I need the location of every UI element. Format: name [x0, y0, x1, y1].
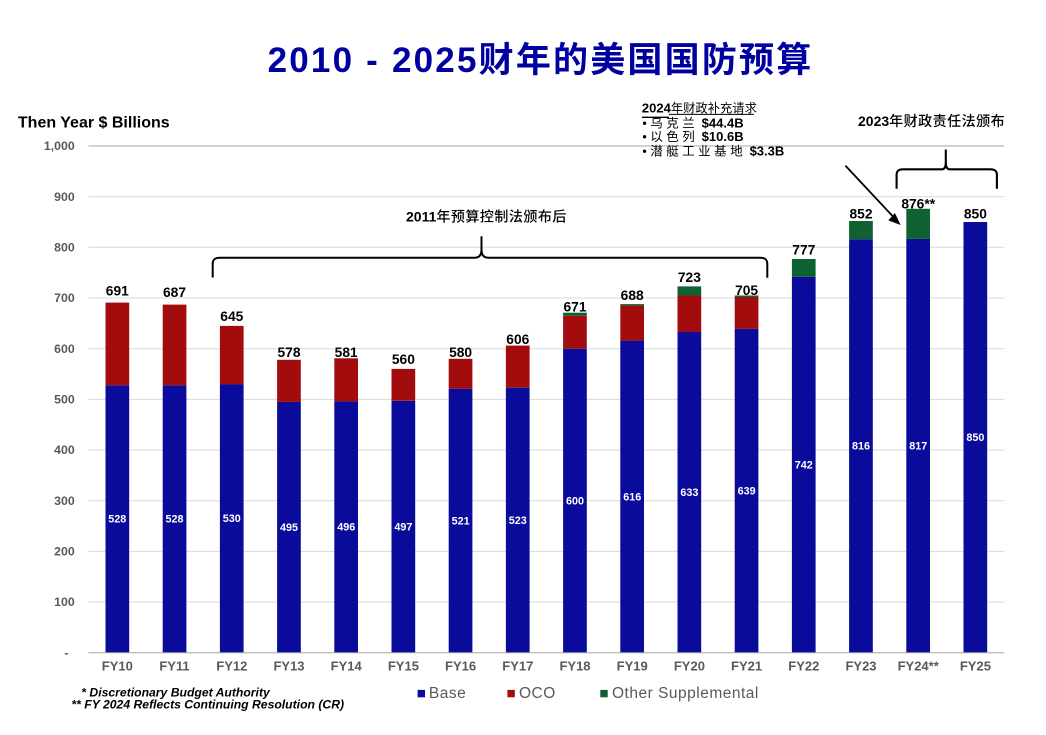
svg-text:742: 742	[795, 459, 813, 471]
svg-text:876**: 876**	[901, 196, 935, 211]
svg-text:FY21: FY21	[731, 659, 762, 674]
svg-text:580: 580	[449, 345, 472, 360]
svg-text:2011年预算控制法颁布后: 2011年预算控制法颁布后	[406, 209, 567, 225]
svg-text:639: 639	[738, 486, 756, 498]
svg-text:850: 850	[964, 206, 987, 221]
svg-text:777: 777	[792, 243, 815, 258]
svg-text:FY24**: FY24**	[898, 659, 940, 674]
svg-text:616: 616	[623, 491, 641, 503]
svg-text:FY20: FY20	[674, 659, 705, 674]
svg-text:691: 691	[106, 284, 129, 299]
svg-text:688: 688	[621, 288, 644, 303]
svg-text:100: 100	[54, 595, 75, 609]
svg-text:700: 700	[54, 291, 75, 305]
svg-text:OCO: OCO	[519, 685, 556, 702]
svg-text:Base: Base	[429, 685, 466, 702]
svg-text:497: 497	[394, 522, 412, 534]
svg-text:FY19: FY19	[617, 659, 648, 674]
svg-text:495: 495	[280, 522, 298, 534]
svg-text:FY25: FY25	[960, 659, 991, 674]
svg-text:606: 606	[506, 332, 529, 347]
svg-text:852: 852	[849, 207, 872, 222]
svg-text:• 潜 艇 工 业 基 地 $3.3B: • 潜 艇 工 业 基 地 $3.3B	[642, 143, 784, 158]
svg-text:523: 523	[509, 515, 527, 527]
svg-text:FY18: FY18	[559, 659, 590, 674]
svg-text:600: 600	[54, 342, 75, 356]
svg-text:FY23: FY23	[845, 659, 876, 674]
svg-text:687: 687	[163, 285, 186, 300]
svg-text:** FY 2024 Reflects Continuing: ** FY 2024 Reflects Continuing Resolutio…	[71, 697, 344, 711]
svg-text:FY14: FY14	[331, 659, 363, 674]
svg-text:633: 633	[680, 487, 698, 499]
svg-text:• 乌 克 兰 $44.4B: • 乌 克 兰 $44.4B	[642, 115, 743, 130]
svg-text:2023年财政责任法颁布: 2023年财政责任法颁布	[858, 113, 1005, 129]
svg-text:850: 850	[966, 432, 984, 444]
svg-text:FY16: FY16	[445, 659, 476, 674]
svg-text:FY12: FY12	[216, 659, 247, 674]
svg-text:200: 200	[54, 545, 75, 559]
svg-text:723: 723	[678, 270, 701, 285]
svg-text:2024年财政补充请求: 2024年财政补充请求	[642, 100, 757, 115]
svg-text:528: 528	[108, 514, 126, 526]
svg-text:FY11: FY11	[159, 659, 189, 674]
svg-text:FY13: FY13	[273, 659, 304, 674]
svg-text:300: 300	[54, 494, 75, 508]
svg-text:FY17: FY17	[502, 659, 533, 674]
svg-text:800: 800	[54, 241, 75, 255]
svg-text:900: 900	[54, 190, 75, 204]
svg-text:* Discretionary Budget Authori: * Discretionary Budget Authority	[81, 685, 271, 699]
svg-text:• 以 色 列 $10.6B: • 以 色 列 $10.6B	[642, 129, 743, 144]
svg-text:FY15: FY15	[388, 659, 419, 674]
svg-text:528: 528	[165, 514, 183, 526]
svg-text:-: -	[64, 646, 68, 660]
svg-text:2010 - 2025财年的美国国防预算: 2010 - 2025财年的美国国防预算	[268, 41, 814, 80]
svg-text:578: 578	[277, 345, 300, 360]
svg-text:817: 817	[909, 440, 927, 452]
svg-text:521: 521	[452, 515, 470, 527]
svg-text:Then Year $ Billions: Then Year $ Billions	[18, 114, 170, 131]
svg-text:816: 816	[852, 441, 870, 453]
svg-text:530: 530	[223, 513, 241, 525]
svg-text:560: 560	[392, 352, 415, 367]
svg-text:496: 496	[337, 522, 355, 534]
svg-text:581: 581	[335, 345, 358, 360]
svg-text:671: 671	[563, 300, 586, 315]
svg-text:645: 645	[220, 309, 243, 324]
svg-text:600: 600	[566, 495, 584, 507]
svg-text:400: 400	[54, 443, 75, 457]
svg-text:500: 500	[54, 393, 75, 407]
svg-text:FY22: FY22	[788, 659, 819, 674]
svg-text:FY10: FY10	[102, 659, 133, 674]
svg-text:Other Supplemental: Other Supplemental	[612, 685, 759, 702]
svg-text:705: 705	[735, 283, 758, 298]
svg-text:1,000: 1,000	[44, 139, 75, 153]
